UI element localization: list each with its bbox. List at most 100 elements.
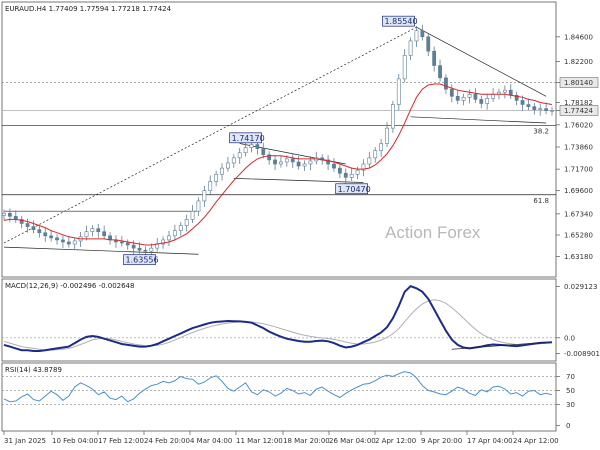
time-tick-label: 9 Apr 20:00 [421, 437, 462, 445]
price-panel [1, 1, 557, 278]
rsi-panel [1, 362, 557, 432]
candle-body [473, 93, 478, 100]
candle-body [137, 247, 142, 251]
macd-line [3, 285, 553, 352]
time-tick-label: 17 Feb 12:00 [98, 437, 144, 445]
candle-body [308, 160, 313, 165]
price-tick-label: 1.80140 [564, 79, 593, 87]
candle-body [479, 99, 484, 104]
candle-body [290, 158, 295, 163]
candle-body [66, 241, 71, 245]
rsi-tick-label: 30 [566, 401, 575, 409]
time-tick-label: 26 Mar 04:00 [329, 437, 376, 445]
candle-body [84, 231, 89, 238]
candle-body [296, 161, 301, 167]
candle-body [502, 89, 507, 93]
fib-label: 61.8 [533, 197, 549, 205]
candle-body [355, 169, 360, 175]
candle-body [414, 30, 419, 42]
candle-body [131, 244, 136, 249]
price-tick-label: 1.63180 [564, 253, 593, 261]
candle-body [196, 200, 201, 212]
candle-body [49, 235, 54, 239]
price-label: 1.85540 [384, 17, 417, 26]
macd-signal-line [3, 299, 553, 351]
candle-body [514, 94, 519, 101]
candle-body [284, 158, 289, 163]
candle-body [361, 163, 366, 171]
candle-body [526, 104, 531, 107]
price-label: 1.70470 [338, 185, 371, 194]
candle-body [508, 89, 513, 96]
price-title: EURAUD.H4 1.77409 1.77594 1.77218 1.7742… [5, 5, 172, 13]
candle-body [231, 157, 236, 164]
candle-body [190, 210, 195, 220]
candle-body [461, 97, 466, 101]
candle-body [391, 104, 395, 129]
candle-body [396, 78, 401, 105]
candle-body [367, 157, 372, 165]
candle-body [449, 88, 454, 97]
price-tick-label: 1.82200 [564, 58, 593, 66]
candle-body [19, 219, 24, 224]
candle-body [267, 154, 272, 161]
price-tag-box [559, 105, 599, 116]
candle-body [544, 108, 549, 111]
macd-tick-label: 0.029123 [564, 283, 597, 291]
candle-body [385, 127, 389, 144]
candle-body [214, 173, 219, 182]
candle-body [25, 223, 30, 227]
price-tick-label: 1.76020 [564, 121, 593, 129]
time-tick-label: 2 Apr 12:00 [375, 437, 416, 445]
candle-body [43, 232, 48, 237]
price-tag-box [559, 77, 599, 88]
candle-body [420, 30, 425, 38]
feb-lower-line [3, 246, 199, 255]
price-tick-label: 1.73860 [564, 143, 593, 151]
candle-body [467, 93, 472, 98]
candle-body [220, 167, 224, 175]
candle-body [172, 230, 177, 237]
macd-tick-label: 0.0 [564, 334, 575, 342]
moving-average-line [3, 83, 553, 246]
mar-lower-trendline [233, 178, 364, 183]
candle-body [373, 150, 378, 159]
candle-body [326, 159, 330, 165]
candle-body [337, 167, 342, 174]
candle-body [208, 181, 213, 191]
candle-body [167, 235, 171, 241]
candle-body [161, 239, 165, 245]
candle-body [485, 98, 490, 104]
fib-label: 38.2 [533, 128, 549, 136]
time-tick-label: 24 Apr 12:00 [513, 437, 559, 445]
price-label-box [335, 183, 369, 195]
candle-body [143, 249, 148, 252]
price-tick-label: 1.71700 [564, 166, 593, 174]
price-label: 1.63556 [126, 256, 159, 265]
time-tick-label: 10 Feb 04:00 [52, 437, 98, 445]
candle-body [302, 163, 307, 167]
price-label-box [382, 15, 415, 27]
candle-body [438, 65, 442, 79]
candle-body [332, 163, 336, 169]
time-tick-label: 11 Mar 12:00 [236, 437, 283, 445]
candle-body [379, 143, 384, 151]
candle-body [538, 108, 543, 110]
candle-body [349, 173, 354, 178]
candle-body [119, 241, 124, 244]
candle-body [61, 239, 65, 243]
candle-body [37, 229, 42, 234]
upper-triangle-line [416, 26, 547, 97]
time-tick-label: 31 Jan 2025 [4, 437, 46, 445]
rsi-title: RSI(14) 43.8789 [5, 366, 62, 374]
candle-body [343, 172, 348, 178]
candle-body [432, 50, 437, 66]
macd-trendline [451, 341, 547, 350]
candle-body [261, 148, 266, 156]
candle-body [96, 228, 101, 233]
candle-body [184, 219, 189, 226]
rsi-layer [2, 371, 556, 405]
rsi-tick-label: 50 [566, 387, 575, 395]
